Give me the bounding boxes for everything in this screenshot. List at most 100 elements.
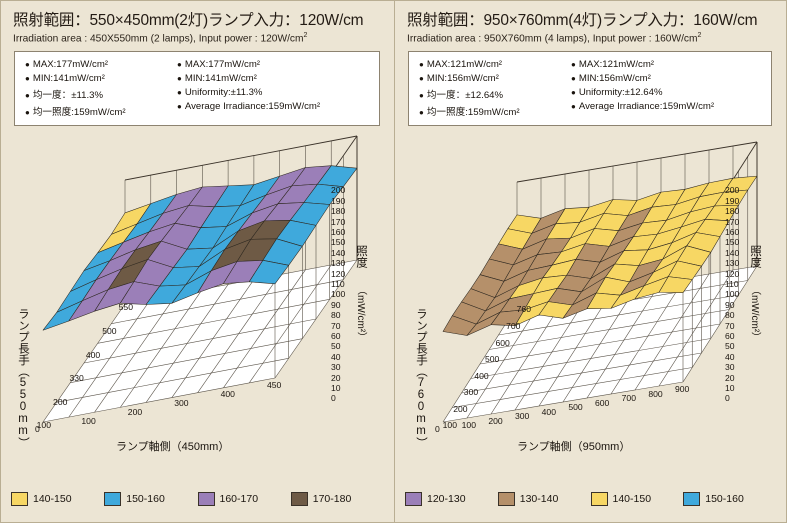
legend-item: 120-130 xyxy=(405,492,498,506)
x-axis-tick: 900 xyxy=(675,384,690,395)
spec-row: ● Average Irradiance:159mW/cm² xyxy=(571,101,765,112)
legend-item: 170-180 xyxy=(290,492,384,506)
legend-swatch xyxy=(197,492,215,506)
z-axis-label: 照度 xyxy=(355,245,367,269)
surface-mesh xyxy=(42,165,358,331)
z-axis-tick: 150 xyxy=(331,237,346,248)
y-axis-tick: 550 xyxy=(118,302,133,313)
panel-right-spec-col-en: ● MAX:121mW/cm² ● MIN:156mW/cm² ● Uniformit… xyxy=(571,59,765,118)
panel-right-legend: 120-130 130-140 140-150 150-160 xyxy=(395,492,786,506)
legend-swatch xyxy=(11,492,28,506)
x-axis-tick: 0 xyxy=(35,424,40,435)
z-axis-unit: （mW/cm²） xyxy=(355,285,366,343)
spec-text: 均一照度:159mW/cm² xyxy=(426,107,520,119)
panel-left-title-en-sup: 2 xyxy=(303,32,308,39)
legend-swatch xyxy=(405,492,422,506)
y-axis-tick: 300 xyxy=(463,387,479,398)
y-axis-label: ランプ長手（550mm） xyxy=(17,308,29,449)
spec-text: Uniformity:±11.3% xyxy=(184,87,263,99)
spec-row: ● 均一度：±12.64% xyxy=(419,87,571,101)
spec-row: ● MAX:121mW/cm² xyxy=(419,59,571,70)
spec-text: MAX:177mW/cm² xyxy=(32,59,109,71)
legend-item: 140-150 xyxy=(11,492,104,506)
y-axis-tick: 200 xyxy=(453,403,468,414)
x-axis-tick: 300 xyxy=(515,411,530,422)
spec-text: Average Irradiance:159mW/cm² xyxy=(184,101,321,113)
z-axis-tick: 50 xyxy=(331,341,341,352)
bullet-icon: ● xyxy=(571,74,576,84)
bullet-icon: ● xyxy=(419,74,424,84)
legend-label: 160-170 xyxy=(219,493,259,505)
legend-label: 130-140 xyxy=(519,493,559,505)
z-axis-tick: 60 xyxy=(725,330,735,341)
legend-item: 140-150 xyxy=(590,492,684,506)
z-axis-tick: 20 xyxy=(725,372,735,383)
x-axis-tick: 500 xyxy=(568,402,583,413)
spec-row: ● MAX:177mW/cm² xyxy=(177,59,373,70)
bullet-icon: ● xyxy=(571,88,576,98)
legend-item: 150-160 xyxy=(683,492,776,506)
z-axis-tick: 70 xyxy=(725,320,735,331)
x-axis-tick: 800 xyxy=(648,388,663,399)
y-axis-tick: 700 xyxy=(506,320,521,331)
z-axis-tick: 190 xyxy=(725,195,740,206)
y-axis-tick: 600 xyxy=(495,337,510,348)
bullet-icon: ● xyxy=(419,60,424,70)
panel-left: 照射範囲：550×450mm(2灯)ランプ入力：120W/cm Irradiat… xyxy=(0,0,394,523)
z-axis-tick: 200 xyxy=(331,185,346,196)
x-axis-tick: 700 xyxy=(621,393,636,404)
panel-right-title-jp: 照射範囲：950×760mm(4灯)ランプ入力：160W/cm xyxy=(407,12,758,29)
spec-text: Uniformity:±12.64% xyxy=(578,87,663,99)
z-axis-tick: 100 xyxy=(725,289,740,300)
spec-text: MAX:121mW/cm² xyxy=(578,59,655,71)
y-axis-tick: 100 xyxy=(36,420,51,431)
x-axis-tick: 600 xyxy=(595,397,610,408)
z-axis-tick: 20 xyxy=(331,372,341,383)
bullet-icon: ● xyxy=(177,74,182,84)
legend-label: 140-150 xyxy=(33,493,72,505)
z-axis-tick: 30 xyxy=(331,362,341,373)
panel-right-title-en-text: Irradiation area : 950X760mm (4 lamps), … xyxy=(407,33,698,45)
spec-row: ● MIN:156mW/cm² xyxy=(419,73,571,84)
bullet-icon: ● xyxy=(419,91,424,101)
bullet-icon: ● xyxy=(177,102,182,112)
z-axis-tick: 80 xyxy=(725,310,735,321)
x-axis-tick: 200 xyxy=(488,415,503,426)
spec-row: ● 均一度：±11.3% xyxy=(25,87,177,101)
legend-item: 150-160 xyxy=(104,492,197,506)
spec-text: MAX:177mW/cm² xyxy=(184,59,261,71)
z-axis-tick: 170 xyxy=(725,216,740,227)
z-axis-tick: 180 xyxy=(725,206,740,217)
legend-swatch xyxy=(290,492,308,506)
legend-label: 150-160 xyxy=(705,493,744,505)
legend-item: 130-140 xyxy=(497,492,591,506)
z-axis-tick: 60 xyxy=(331,330,341,341)
z-axis-tick: 190 xyxy=(331,195,346,206)
spec-text: MIN:156mW/cm² xyxy=(578,73,651,85)
z-axis-unit: （mW/cm²） xyxy=(749,285,760,343)
y-axis-tick: 500 xyxy=(484,354,500,365)
legend-label: 170-180 xyxy=(312,493,352,505)
bullet-icon: ● xyxy=(25,60,30,70)
spec-row: ● 均一照度:159mW/cm² xyxy=(419,104,571,118)
spec-row: ● Average Irradiance:159mW/cm² xyxy=(177,101,373,112)
z-axis-tick: 160 xyxy=(725,226,740,237)
bullet-icon: ● xyxy=(419,108,424,118)
z-axis-tick: 90 xyxy=(725,299,735,310)
panel-left-title-en: Irradiation area : 450X550mm (2 lamps), … xyxy=(1,30,394,44)
z-axis-tick: 130 xyxy=(331,258,346,269)
bullet-icon: ● xyxy=(571,60,576,70)
y-axis-tick: 760 xyxy=(516,304,531,315)
x-axis-tick: 100 xyxy=(461,419,476,430)
spec-text: 均一度：±12.64% xyxy=(426,90,504,102)
x-axis-tick: 0 xyxy=(435,424,440,435)
legend-swatch xyxy=(590,492,608,506)
spec-row: ● MIN:156mW/cm² xyxy=(571,73,765,84)
z-axis-tick: 50 xyxy=(725,341,735,352)
x-axis-label: ランプ軸側（450mm） xyxy=(116,441,230,454)
panel-left-legend: 140-150 150-160 160-170 170-180 xyxy=(1,492,394,506)
z-axis-tick: 10 xyxy=(725,382,735,393)
z-axis-label: 照度 xyxy=(749,245,761,269)
z-axis-tick: 40 xyxy=(725,351,735,362)
legend-label: 150-160 xyxy=(126,493,165,505)
